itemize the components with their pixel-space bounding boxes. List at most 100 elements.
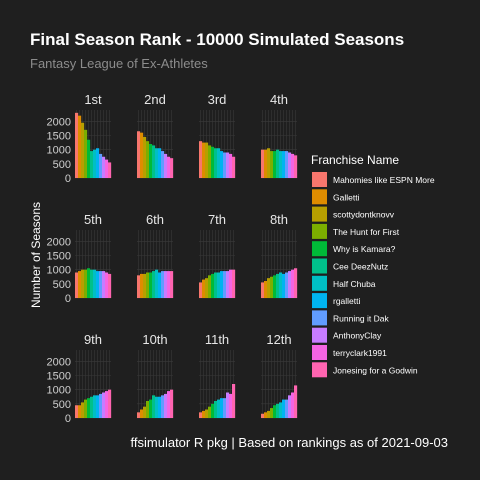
facet-label: 3rd: [208, 92, 227, 107]
bar: [294, 385, 298, 418]
bar: [81, 402, 85, 418]
bar: [158, 272, 162, 298]
y-tick-label: 1000: [47, 145, 71, 157]
bar: [81, 269, 85, 298]
bar: [267, 410, 271, 418]
y-tick-label: 500: [53, 279, 71, 291]
bar: [149, 144, 153, 178]
bar: [90, 269, 94, 298]
legend-label: rgalletti: [333, 296, 361, 306]
bar: [232, 269, 236, 298]
bar: [105, 272, 109, 298]
bar: [202, 410, 206, 418]
bar: [220, 151, 224, 178]
y-tick-label: 0: [65, 173, 71, 185]
bar: [96, 148, 100, 178]
bar: [273, 405, 277, 418]
legend-swatch: [312, 223, 327, 239]
legend-swatch: [312, 172, 327, 187]
bar: [202, 142, 206, 178]
legend-item: Jonesing for a Godwin: [312, 362, 418, 378]
bar: [264, 281, 268, 298]
bar: [211, 273, 215, 298]
bar: [146, 141, 150, 178]
bar: [155, 148, 159, 178]
bar: [93, 149, 97, 178]
bar: [158, 396, 162, 418]
facet-label: 6th: [146, 212, 164, 227]
bar: [270, 276, 274, 298]
bar: [84, 269, 88, 298]
legend-item: Galletti: [312, 189, 360, 205]
bar: [285, 399, 289, 418]
legend-swatch: [312, 275, 327, 291]
bar: [223, 398, 227, 418]
bar: [78, 405, 82, 418]
bar: [149, 399, 153, 418]
y-tick-label: 1000: [47, 385, 71, 397]
facet-panel: 10th: [137, 332, 174, 419]
bar: [208, 275, 212, 298]
bar: [202, 279, 206, 298]
bar: [158, 148, 162, 178]
legend-label: The Hunt for First: [333, 227, 400, 237]
legend-swatch: [312, 189, 327, 205]
y-tick-label: 2000: [47, 236, 71, 248]
bar: [99, 271, 103, 298]
facet-label: 12th: [266, 332, 291, 347]
bar: [140, 132, 144, 178]
legend-item: Running it Dak: [312, 310, 390, 326]
bar: [279, 272, 283, 298]
bar: [102, 392, 106, 418]
bar: [140, 273, 144, 298]
bar: [205, 142, 209, 178]
facet-panel: 6th: [137, 212, 174, 299]
bar: [152, 271, 156, 298]
bar: [217, 272, 221, 298]
bar: [229, 393, 233, 418]
y-tick-label: 500: [53, 399, 71, 411]
facet-panel: 12th: [261, 332, 298, 419]
bar: [87, 139, 91, 178]
bar: [288, 271, 292, 298]
bar: [273, 151, 277, 178]
legend-label: Cee DeezNutz: [333, 262, 388, 272]
bar: [276, 273, 280, 298]
facet-panel: 9th 0 500 1000 1500 2000: [47, 332, 112, 425]
bar: [285, 272, 289, 298]
bar: [140, 409, 144, 418]
bar: [294, 268, 298, 298]
bar: [208, 145, 212, 178]
bar: [214, 272, 218, 298]
legend-swatch: [312, 345, 327, 360]
bar: [288, 395, 292, 418]
legend-swatch: [312, 293, 327, 309]
bar: [108, 389, 112, 418]
bar: [291, 392, 295, 418]
bar: [264, 149, 268, 178]
bar: [167, 156, 171, 178]
legend-label: Jonesing for a Godwin: [333, 365, 418, 375]
facet-panel: 2nd: [137, 92, 174, 179]
bar: [143, 273, 147, 298]
legend-item: Half Chuba: [312, 275, 376, 291]
bar: [170, 389, 174, 418]
bar: [223, 152, 227, 178]
bar: [78, 271, 82, 298]
facet-panel: 1st 0 500 1000 1500 2000: [47, 92, 112, 185]
bar: [102, 271, 106, 298]
legend-swatch: [312, 327, 327, 343]
bar: [267, 278, 271, 298]
legend-label: AnthonyClay: [333, 331, 382, 341]
bar: [282, 399, 286, 418]
bar: [155, 269, 159, 298]
bar: [96, 271, 100, 298]
bar: [226, 152, 230, 178]
bar: [211, 146, 215, 178]
bar: [164, 393, 168, 418]
bar: [232, 156, 236, 178]
legend-label: Why is Kamara?: [333, 244, 396, 254]
bar: [99, 153, 103, 178]
bar: [137, 412, 141, 418]
